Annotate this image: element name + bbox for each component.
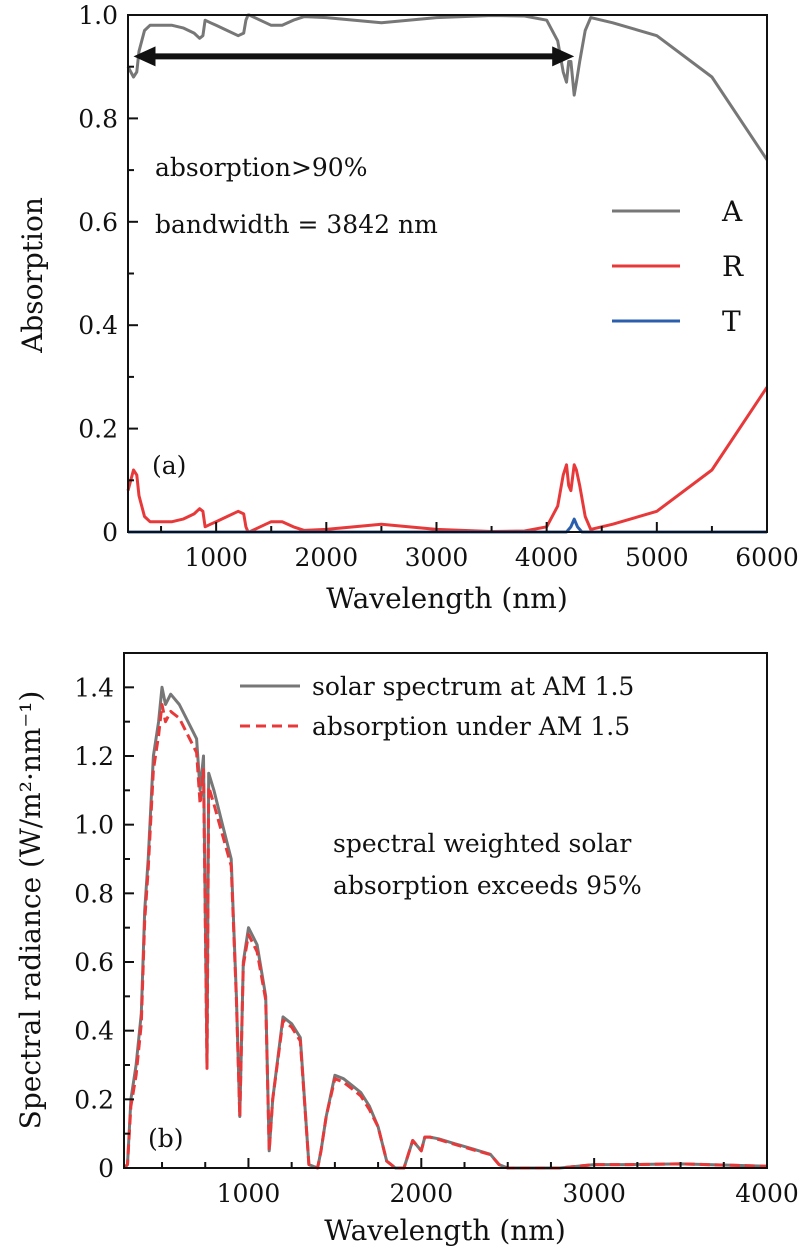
y-tick-label: 0: [102, 518, 118, 547]
y-tick-label: 1.4: [74, 673, 114, 702]
panel-a-ticks: 1000 2000 3000 4000 5000 6000 0 0.2 0.4 0.6 0.8 1.0: [78, 1, 799, 572]
arrow-head-right: [552, 46, 575, 67]
panel-b-legend: solar spectrum at AM 1.5 absorption unde…: [240, 672, 634, 741]
panel-a-series: [126, 13, 769, 534]
x-tick-label: 1000: [184, 543, 248, 572]
panel-b-frame: [123, 652, 768, 1169]
series-absorption-under-am-1-5: [122, 703, 768, 1170]
y-tick-label: 0: [98, 1154, 114, 1183]
x-tick-label: 2000: [389, 1179, 453, 1208]
y-tick-label: 1.0: [74, 811, 114, 840]
y-tick-label: 0.8: [74, 879, 114, 908]
legend-label-solar: solar spectrum at AM 1.5: [312, 672, 634, 701]
annotation-weighted: spectral weighted solar: [333, 829, 631, 858]
y-tick-label: 0.8: [78, 104, 118, 133]
y-tick-label: 0.2: [78, 415, 118, 444]
y-tick-label: 0.2: [74, 1085, 114, 1114]
x-tick-label: 2000: [294, 543, 358, 572]
x-tick-label: 6000: [735, 543, 799, 572]
legend-label-T: T: [722, 305, 741, 338]
x-tick-label: 5000: [625, 543, 689, 572]
y-tick-label: 0.6: [78, 208, 118, 237]
x-tick-label: 1000: [217, 1179, 281, 1208]
legend-label-absorbed: absorption under AM 1.5: [312, 712, 630, 741]
panel-a: 1000 2000 3000 4000 5000 6000 0 0.2 0.4 0.6 0.8 1.0…: [16, 1, 799, 615]
x-tick-label: 3000: [405, 543, 469, 572]
panel-a-label: (a): [152, 451, 186, 480]
panel-a-frame: [127, 14, 768, 533]
y-tick-label: 0.6: [74, 948, 114, 977]
y-tick-label: 0.4: [78, 311, 118, 340]
annotation-absorption: absorption>90%: [155, 153, 367, 182]
legend-label-R: R: [722, 250, 744, 283]
panel-b: 1000 2000 3000 4000 0 0.2 0.4 0.6 0.8 1.0 1.2 1.4 s…: [14, 652, 799, 1247]
series-a: [126, 13, 769, 161]
panel-a-ylabel: Absorption: [16, 197, 49, 354]
x-tick-label: 4000: [515, 543, 579, 572]
series-solar-spectrum-at-am-1-5: [122, 685, 768, 1170]
arrow-head-left: [133, 46, 156, 67]
panel-b-series: [122, 685, 768, 1170]
series-r: [126, 386, 769, 534]
y-tick-label: 1.0: [78, 1, 118, 30]
legend-label-A: A: [721, 195, 743, 228]
panel-a-xlabel: Wavelength (nm): [326, 582, 568, 615]
y-tick-label: 1.2: [74, 742, 114, 771]
panel-b-ticks: 1000 2000 3000 4000 0 0.2 0.4 0.6 0.8 1.0 1.2 1.4: [74, 652, 799, 1208]
panel-a-legend: A R T: [612, 195, 744, 338]
x-tick-label: 4000: [735, 1179, 799, 1208]
y-tick-label: 0.4: [74, 1017, 114, 1046]
panel-b-label: (b): [148, 1124, 184, 1153]
annotation-exceeds: absorption exceeds 95%: [333, 871, 642, 900]
panel-b-xlabel: Wavelength (nm): [324, 1214, 566, 1247]
x-tick-label: 3000: [562, 1179, 626, 1208]
panel-b-ylabel: Spectral radiance (W/m²·nm⁻¹): [14, 691, 47, 1130]
annotation-bandwidth: bandwidth = 3842 nm: [155, 210, 438, 239]
